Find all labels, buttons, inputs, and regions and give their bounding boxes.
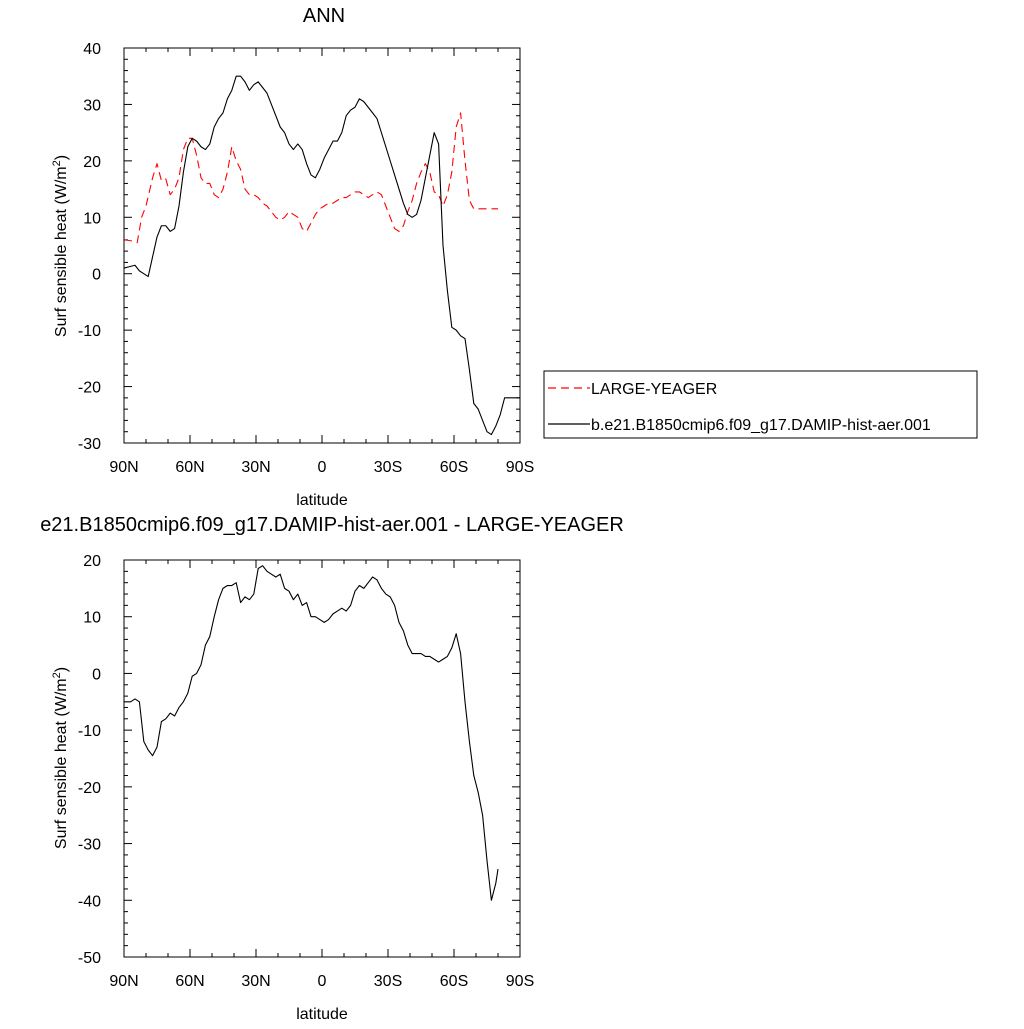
y-tick-label: -10 [78,323,101,340]
top-panel-xlabel: latitude [296,492,348,509]
x-tick-label: 90S [506,973,534,990]
x-tick-label: 60S [440,973,468,990]
bottom-panel-xlabel: latitude [296,1006,348,1023]
x-tick-label: 30S [374,973,402,990]
x-tick-label: 0 [318,973,327,990]
top-panel-yticklabels: 40 30 20 10 0 -10 -20 -30 [78,41,101,453]
x-tick-label: 60S [440,459,468,476]
top-panel-xticklabels: 90N 60N 30N 0 30S 60S 90S [109,459,534,476]
y-tick-label: 30 [83,97,101,114]
x-tick-label: 60N [175,459,204,476]
y-tick-label: -20 [78,780,101,797]
bottom-panel-ylabel-sup: 2 [51,672,63,678]
top-panel: ANN 90N 60N 30N 0 30S 60S 90S 40 30 20 10 0 -10 -20 -… [51,5,978,509]
bottom-panel-ylabel-main: Surf sensible heat (W/m [53,678,70,849]
x-tick-label: 30N [241,973,270,990]
x-tick-label: 30N [241,459,270,476]
legend-label-damip: b.e21.B1850cmip6.f09_g17.DAMIP-hist-aer.… [591,417,931,434]
x-tick-label: 90N [109,973,138,990]
bottom-panel: e21.B1850cmip6.f09_g17.DAMIP-hist-aer.00… [40,514,624,1023]
y-tick-label: -20 [78,380,101,397]
bottom-panel-xticklabels: 90N 60N 30N 0 30S 60S 90S [109,973,534,990]
y-tick-label: -30 [78,436,101,453]
y-tick-label: 20 [83,553,101,570]
bottom-panel-ticks [123,559,521,958]
y-tick-label: -40 [78,893,101,910]
top-panel-ylabel-main: Surf sensible heat (W/m [53,166,70,337]
top-panel-legend: LARGE-YEAGER b.e21.B1850cmip6.f09_g17.DA… [543,370,978,439]
top-panel-ticks [123,47,521,444]
x-tick-label: 90S [506,459,534,476]
x-tick-label: 30S [374,459,402,476]
y-tick-label: 20 [83,154,101,171]
legend-box [543,370,978,439]
y-tick-label: 10 [83,210,101,227]
top-panel-frame [123,47,521,444]
x-tick-label: 90N [109,459,138,476]
y-tick-label: -30 [78,837,101,854]
top-panel-title: ANN [303,5,345,27]
x-tick-label: 60N [175,973,204,990]
legend-label-large-yeager: LARGE-YEAGER [591,381,717,398]
x-tick-label: 0 [318,459,327,476]
bottom-panel-ylabel: Surf sensible heat (W/m2) [51,667,70,849]
top-panel-ylabel: Surf sensible heat (W/m2) [51,155,70,337]
bottom-panel-yticklabels: 20 10 0 -10 -20 -30 -40 -50 [78,553,101,967]
y-tick-label: 0 [92,666,101,683]
y-tick-label: 40 [83,41,101,58]
y-tick-label: 10 [83,610,101,627]
y-tick-label: -50 [78,950,101,967]
top-panel-series-b-e21-b1850cmip6-f09-g17-damip-hist-aer-001-line [123,75,520,436]
y-tick-label: 0 [92,267,101,284]
bottom-panel-series-difference-line [124,565,499,901]
bottom-panel-ylabel-end: ) [53,667,70,672]
y-tick-label: -10 [78,723,101,740]
bottom-panel-series [124,565,499,901]
top-panel-series [123,75,520,436]
top-panel-ylabel-sup: 2 [51,160,63,166]
bottom-panel-title: e21.B1850cmip6.f09_g17.DAMIP-hist-aer.00… [40,514,624,536]
bottom-panel-frame [123,559,521,958]
top-panel-ylabel-end: ) [53,155,70,160]
